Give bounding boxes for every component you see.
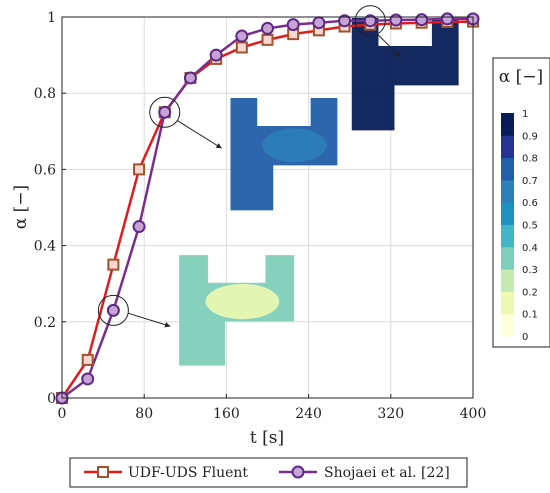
data-point-shojaei: [312, 16, 326, 30]
data-point-shojaei: [158, 105, 172, 119]
y-axis-label: α [−]: [11, 185, 31, 229]
annotation-circle: [97, 294, 129, 326]
annotation-circle: [149, 96, 181, 128]
colorbar-tick-label: 0.1: [522, 310, 538, 321]
colorbar-tick-label: 0.9: [522, 131, 538, 142]
annotation-arrowhead: [215, 143, 222, 149]
data-point-shojaei: [209, 48, 223, 62]
annotation-arrow: [376, 33, 401, 58]
x-tick-label: 0: [58, 406, 67, 422]
concentration-field-inset: [351, 17, 459, 131]
colorbar-swatch: [501, 135, 514, 159]
data-point-shojaei: [81, 372, 95, 386]
colorbar-swatch: [501, 179, 514, 203]
annotation-layer: [97, 5, 401, 328]
colorbar-tick-label: 0.2: [522, 287, 538, 298]
data-point-shojaei: [415, 13, 429, 27]
colorbar-tick-label: 0.3: [522, 265, 538, 276]
legend-square-marker: [97, 466, 109, 478]
colorbar-swatch: [501, 313, 514, 337]
annotation-arrowhead: [394, 51, 401, 57]
colorbar-tick-label: 0.7: [522, 176, 538, 187]
data-point-udf: [235, 41, 248, 54]
colorbar-tick-label: 0.5: [522, 221, 538, 232]
legend-label-udf: UDF-UDS Fluent: [128, 465, 248, 481]
y-tick-label: 0.4: [34, 239, 56, 255]
x-tick-label: 160: [213, 406, 240, 422]
annotation-arrow: [176, 120, 223, 149]
y-axis: 0 0.2 0.4 0.6 0.8 1: [34, 10, 66, 407]
colorbar-tick-label: 0.4: [522, 243, 538, 254]
plot-frame: [61, 16, 474, 399]
legend-frame: [69, 457, 468, 488]
data-point-udf: [133, 163, 146, 176]
colorbar-tick-label: 0.6: [522, 198, 538, 209]
data-point-udf: [261, 33, 274, 46]
data-point-shojaei: [183, 71, 197, 85]
x-axis: 0 80 160 240 320 400: [58, 394, 487, 422]
colorbar-tick-label: 1: [522, 109, 528, 120]
data-point-shojaei: [286, 18, 300, 32]
legend-circle-marker: [291, 465, 305, 479]
x-tick-label: 240: [295, 406, 322, 422]
x-axis-label: t [s]: [250, 428, 284, 448]
colorbar-swatch: [501, 157, 514, 181]
data-point-shojaei: [106, 303, 120, 317]
inset-fields: [179, 17, 459, 366]
colorbar-swatch: [501, 113, 514, 136]
annotation-arrow: [127, 312, 171, 327]
concentration-field-core: [262, 128, 327, 163]
data-point-shojaei: [389, 13, 403, 27]
colorbar-swatch: [501, 224, 514, 248]
data-point-shojaei: [261, 21, 274, 35]
legend-item-udf: UDF-UDS Fluent: [84, 465, 248, 481]
data-point-udf: [107, 258, 120, 271]
x-tick-label: 320: [377, 406, 404, 422]
colorbar-swatch: [501, 246, 514, 270]
concentration-field-core: [205, 283, 280, 320]
colorbar-swatches: [501, 113, 514, 337]
data-point-shojaei: [235, 29, 249, 43]
legend-item-shojaei: Shojaei et al. [22]: [279, 465, 450, 481]
colorbar-tick-label: 0: [522, 332, 528, 343]
annotation-arrowhead: [164, 322, 171, 328]
colorbar-title: α [−]: [499, 67, 543, 87]
y-tick-label: 0: [47, 391, 56, 407]
x-tick-label: 80: [135, 406, 153, 422]
colorbar-swatch: [501, 269, 514, 292]
y-tick-label: 0.2: [34, 315, 56, 331]
legend: UDF-UDS Fluent Shojaei et al. [22]: [69, 457, 468, 488]
y-tick-label: 0.8: [34, 86, 56, 102]
colorbar-ticks: 0 0.1 0.2 0.3 0.4 0.5 0.6 0.7 0.8 0.9 1: [522, 109, 538, 343]
x-tick-label: 400: [460, 406, 487, 422]
y-tick-label: 1: [47, 10, 56, 26]
colorbar-tick-label: 0.8: [522, 154, 538, 165]
data-point-shojaei: [132, 220, 146, 234]
y-tick-label: 0.6: [34, 162, 56, 178]
colorbar: α [−] 0 0.1 0.2 0.3 0.4 0.5 0.6 0.7 0.8 0.9 1: [492, 57, 550, 348]
legend-label-shojaei: Shojaei et al. [22]: [324, 465, 450, 481]
data-point-shojaei: [338, 14, 352, 28]
data-point-shojaei: [440, 12, 454, 26]
colorbar-swatch: [501, 202, 514, 225]
colorbar-swatch: [501, 291, 514, 315]
data-point-udf: [81, 353, 94, 366]
annotation-circle: [354, 5, 386, 37]
data-point-shojaei: [363, 14, 377, 28]
